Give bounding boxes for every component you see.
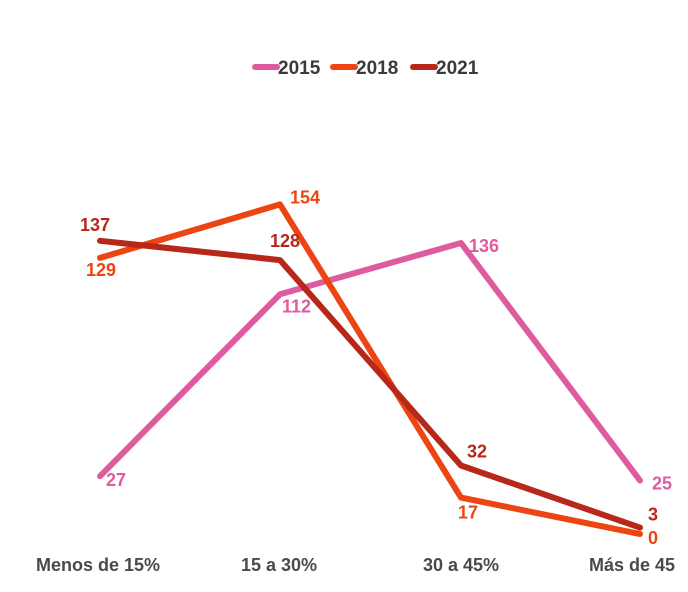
series-line-2018 bbox=[97, 201, 643, 537]
data-label-2015-2: 136 bbox=[469, 236, 499, 256]
series-lines bbox=[97, 201, 643, 537]
data-label-2021-0: 137 bbox=[80, 215, 110, 235]
x-tick-label-0: Menos de 15% bbox=[36, 555, 160, 575]
data-label-2018-2: 17 bbox=[458, 503, 478, 523]
series-line-2021 bbox=[97, 237, 643, 531]
legend-label-2018: 2018 bbox=[356, 58, 398, 79]
data-label-2015-3: 25 bbox=[652, 474, 672, 494]
data-label-2018-3: 0 bbox=[648, 528, 658, 548]
legend-label-2021: 2021 bbox=[436, 58, 479, 79]
x-tick-label-2: 30 a 45% bbox=[423, 555, 499, 575]
data-label-2015-0: 27 bbox=[106, 470, 126, 490]
x-axis: Menos de 15% 15 a 30% 30 a 45% Más de 45 bbox=[36, 555, 675, 575]
x-tick-label-1: 15 a 30% bbox=[241, 555, 317, 575]
data-labels: 27 112 136 25 129 154 17 0 137 128 32 3 bbox=[80, 187, 672, 548]
legend: 2015 2018 2021 bbox=[252, 58, 479, 79]
data-label-2021-1: 128 bbox=[270, 231, 300, 251]
data-label-2015-1: 112 bbox=[282, 296, 311, 316]
data-label-2021-2: 32 bbox=[467, 442, 487, 462]
data-label-2021-3: 3 bbox=[648, 505, 658, 525]
data-label-2018-1: 154 bbox=[290, 187, 320, 207]
legend-label-2015: 2015 bbox=[278, 58, 321, 79]
x-tick-label-3: Más de 45 bbox=[589, 555, 675, 575]
data-label-2018-0: 129 bbox=[86, 260, 116, 280]
series-line-2015 bbox=[97, 240, 643, 484]
